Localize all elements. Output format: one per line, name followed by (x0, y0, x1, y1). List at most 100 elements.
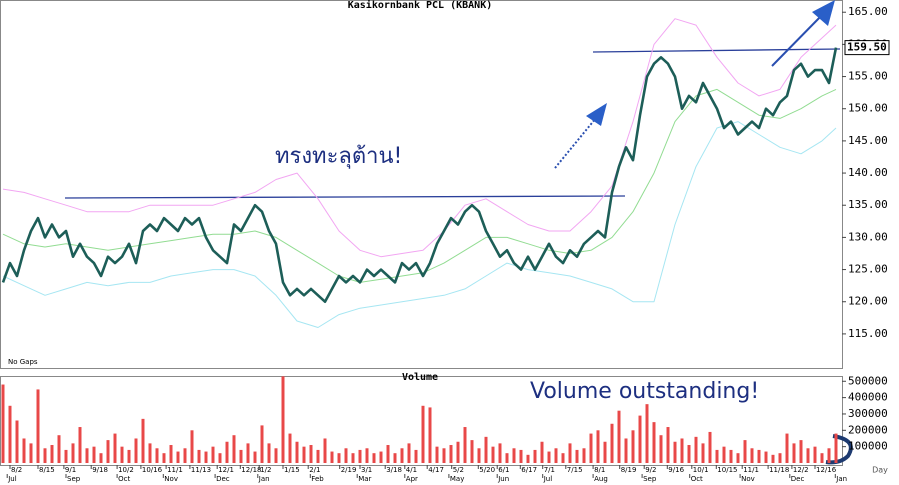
last-price-box (844, 40, 890, 56)
volume-bar (407, 443, 411, 463)
volume-bar (456, 441, 460, 463)
volume-bar (582, 448, 586, 463)
volume-bar (365, 448, 369, 463)
volume-bar (750, 448, 754, 463)
volume-bar (680, 438, 684, 463)
volume-bar (372, 453, 376, 463)
note: No Gaps (8, 358, 38, 366)
volume-bar (708, 431, 712, 463)
month-label: Apr (406, 475, 418, 483)
x-tick-label: 7/15 (567, 466, 583, 474)
volume-bar (309, 445, 313, 463)
price-panel (0, 0, 843, 369)
volume-bar (36, 389, 40, 463)
month-label: Nov (741, 475, 755, 483)
x-tick-label: 10/2 (118, 466, 134, 474)
price-line (1, 47, 838, 303)
volume-bar (771, 454, 775, 463)
x-tick-label: 1/15 (284, 466, 300, 474)
volume-bar (624, 438, 628, 463)
volume-bar (99, 453, 103, 463)
x-tick-label: 8/19 (621, 466, 637, 474)
volume-bar (421, 405, 425, 463)
volume-bar (260, 425, 264, 463)
x-tick-label: 12/16 (816, 466, 837, 474)
volume-bar (134, 438, 138, 463)
volume-bar (596, 430, 600, 463)
volume-bar (344, 448, 348, 463)
volume-bar (792, 443, 796, 463)
volume-bar (561, 453, 565, 463)
x-tick-label: 12/2 (793, 466, 809, 474)
x-tick-label: 4/17 (428, 466, 444, 474)
volume-bar (113, 433, 117, 463)
x-tick-label: 3/1 (361, 466, 372, 474)
y-tick-label: 125.00 (848, 263, 888, 276)
volume-bar (428, 407, 432, 463)
volume-bar (512, 448, 516, 463)
band-line (2, 18, 837, 258)
volume-bar (190, 430, 194, 463)
x-tick-label: 3/18 (386, 466, 402, 474)
arrow (825, 434, 853, 465)
volume-bar (631, 430, 635, 463)
volume-bar (554, 448, 558, 463)
volume-bar (400, 448, 404, 463)
volume-bar (155, 448, 159, 463)
volume-bar (204, 451, 208, 463)
volume-bar (659, 435, 663, 463)
volume-bar (232, 435, 236, 463)
volume-bar (295, 441, 299, 463)
x-tick-label: 9/2 (645, 466, 656, 474)
arrow (554, 117, 597, 169)
resistance-line (592, 48, 841, 53)
volume-bar (736, 453, 740, 463)
month-label: May (450, 475, 464, 483)
volume-bar (645, 404, 649, 463)
resistance-line (64, 195, 626, 199)
x-tick-label: 11/1 (743, 466, 759, 474)
x-tick-label: 7/1 (544, 466, 555, 474)
volume-bar (78, 427, 82, 463)
volume-bar (15, 420, 19, 463)
volume-bar (778, 453, 782, 463)
volume-bar (323, 438, 327, 463)
volume-bar (463, 427, 467, 463)
annotation: Volume outstanding! (530, 379, 759, 404)
y-tick-label: 145.00 (848, 134, 888, 147)
volume-bar (183, 448, 187, 463)
volume-bar (64, 449, 68, 463)
volume-bar (757, 449, 761, 463)
volume-bar (589, 433, 593, 463)
volume-bar (414, 449, 418, 463)
volume-bar (575, 449, 579, 463)
x-tick-label: 2/1 (309, 466, 320, 474)
volume-bar (827, 448, 831, 463)
volume-bar (379, 451, 383, 463)
y-tick-label: 400000 (848, 391, 888, 404)
x-tick-label: 9/1 (65, 466, 76, 474)
month-label: Jul (543, 475, 553, 483)
volume-bar (302, 446, 306, 463)
volume-bar (288, 433, 292, 463)
month-label: Sep (67, 475, 81, 483)
volume-bar (533, 449, 537, 463)
y-tick-label: 150.00 (848, 102, 888, 115)
volume-bar (519, 449, 523, 463)
volume-bar (106, 440, 110, 463)
month-label: Jul (7, 475, 17, 483)
volume-bar (701, 443, 705, 463)
volume-bar (176, 451, 180, 463)
volume-bar (120, 446, 124, 463)
y-tick-label: 500000 (848, 374, 888, 387)
x-tick-label: 8/2 (11, 466, 22, 474)
x-tick-label: 8/1 (594, 466, 605, 474)
volume-bar (505, 453, 509, 463)
volume-bar (358, 449, 362, 463)
x-tick-label: 4/1 (406, 466, 417, 474)
arrow-head (586, 103, 607, 126)
volume-bar (386, 445, 390, 463)
volume-bar (694, 436, 698, 463)
x-tick-label: 9/16 (668, 466, 684, 474)
volume-bar (785, 433, 789, 463)
